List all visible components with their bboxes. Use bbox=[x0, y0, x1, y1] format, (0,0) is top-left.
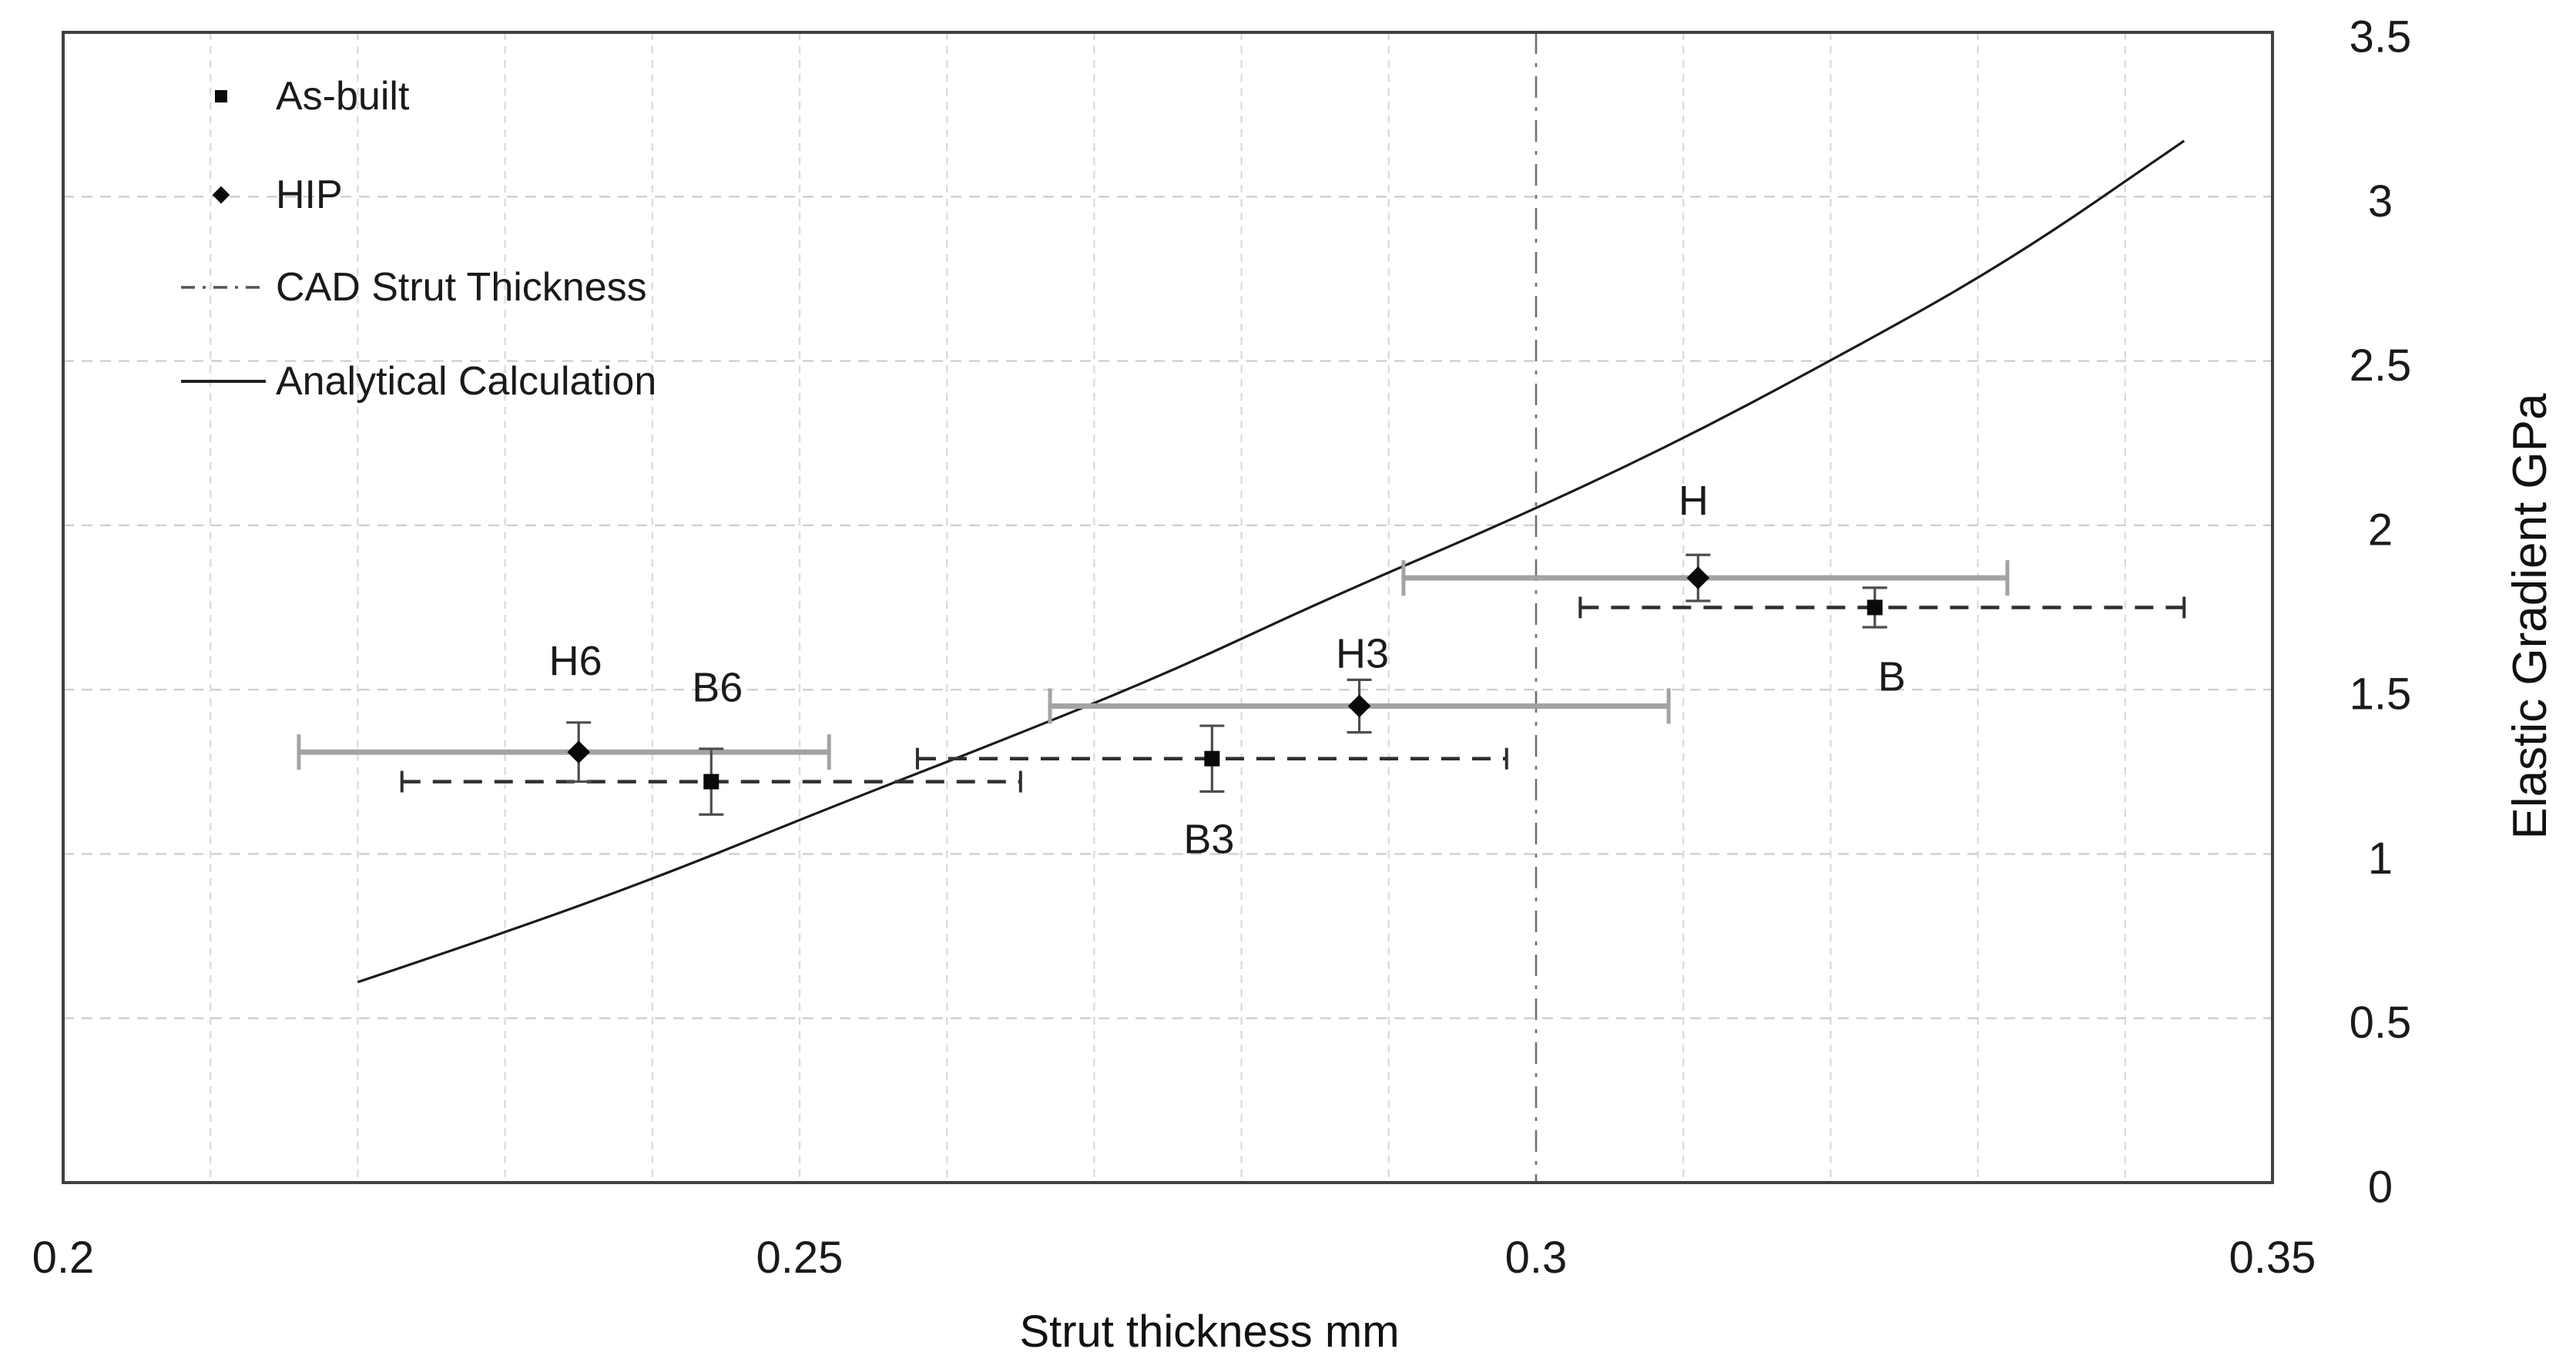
marker-square-B3 bbox=[1204, 750, 1220, 767]
marker-diamond-H6 bbox=[567, 740, 591, 764]
point-label-B3: B3 bbox=[1183, 817, 1234, 863]
x-tick-0.35: 0.35 bbox=[2229, 1233, 2316, 1283]
marker-diamond-H3 bbox=[1347, 694, 1371, 718]
legend-item-cad-strut-thickness: CAD Strut Thickness bbox=[181, 265, 647, 310]
y-tick-1: 1 bbox=[2368, 834, 2393, 884]
marker-square-B6 bbox=[703, 773, 719, 790]
point-label-H6: H6 bbox=[549, 638, 602, 684]
analytical-curve-path bbox=[357, 139, 2185, 984]
y-tick-2.5: 2.5 bbox=[2350, 341, 2412, 391]
legend-diamond-marker-icon bbox=[212, 186, 230, 204]
point-label-B: B bbox=[1878, 654, 1906, 700]
y-tick-2: 2 bbox=[2368, 505, 2393, 555]
marker-diamond-H bbox=[1686, 566, 1710, 589]
y-tick-0: 0 bbox=[2368, 1163, 2393, 1213]
point-label-B6: B6 bbox=[692, 665, 743, 711]
legend-label: CAD Strut Thickness bbox=[276, 265, 647, 310]
plot-border bbox=[62, 31, 2274, 1184]
point-label-H: H bbox=[1679, 478, 1709, 524]
y-tick-1.5: 1.5 bbox=[2350, 669, 2412, 720]
y-axis-title: Elastic Gradient GPa bbox=[2504, 393, 2557, 839]
legend-item-analytical-calculation: Analytical Calculation bbox=[181, 359, 656, 404]
point-label-H3: H3 bbox=[1336, 630, 1389, 676]
legend-label: HIP bbox=[276, 173, 343, 217]
analytical-curve bbox=[357, 139, 2185, 984]
legend-item-as-built: As-built bbox=[215, 74, 410, 119]
gridlines bbox=[63, 32, 2272, 1183]
axis-tick-labels: 0.2 0.25 0.3 0.35 0 0.5 1 1.5 2 2.5 3 3.5 bbox=[32, 12, 2412, 1284]
marker-square-B bbox=[1867, 599, 1883, 616]
plot-frame bbox=[62, 31, 2274, 1184]
x-tick-0.3: 0.3 bbox=[1505, 1233, 1568, 1283]
legend-square-marker-icon bbox=[215, 90, 227, 102]
legend-item-hip: HIP bbox=[212, 173, 343, 217]
y-tick-3.5: 3.5 bbox=[2350, 12, 2412, 62]
x-tick-0.25: 0.25 bbox=[756, 1233, 844, 1283]
data-points: B6 B3 B H6 H3 H bbox=[549, 478, 1906, 863]
legend-label: As-built bbox=[276, 74, 410, 119]
x-axis-title: Strut thickness mm bbox=[1019, 1307, 1399, 1357]
y-tick-0.5: 0.5 bbox=[2350, 998, 2412, 1048]
legend: As-built HIP CAD Strut Thickness Analytical… bbox=[181, 74, 656, 404]
legend-label: Analytical Calculation bbox=[276, 359, 656, 404]
x-tick-0.2: 0.2 bbox=[32, 1233, 95, 1283]
y-tick-3: 3 bbox=[2368, 176, 2393, 226]
